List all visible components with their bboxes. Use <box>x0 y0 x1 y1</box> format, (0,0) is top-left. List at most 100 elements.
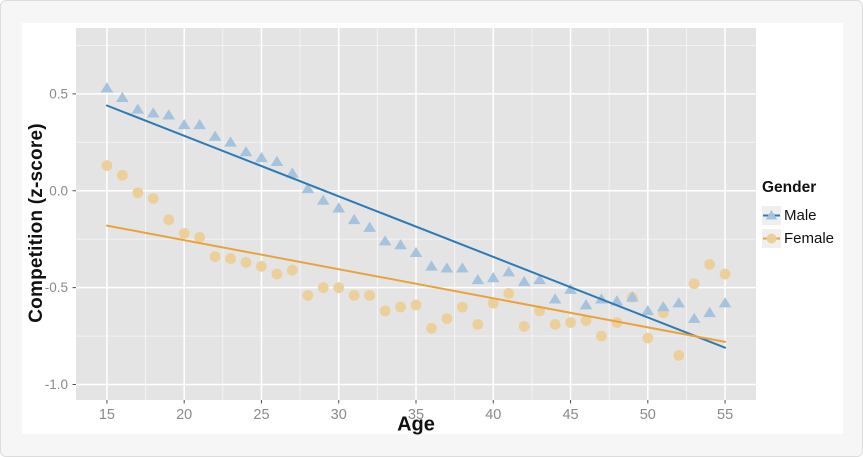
female-point <box>163 214 175 226</box>
female-point <box>333 282 345 294</box>
female-point <box>147 193 159 204</box>
female-point <box>116 169 128 181</box>
male-point <box>224 136 237 147</box>
y-tick-label: 0.0 <box>49 183 68 198</box>
female-point <box>580 315 592 326</box>
female-point <box>518 320 530 332</box>
female-point <box>472 319 484 330</box>
y-axis-title: Competition (z-score) <box>26 123 47 323</box>
female-point <box>441 313 453 325</box>
female-point <box>194 231 206 243</box>
female-point <box>256 260 267 272</box>
female-point <box>487 297 499 309</box>
male-point <box>116 91 129 103</box>
male-point <box>347 213 361 225</box>
female-point <box>704 258 716 270</box>
female-point <box>642 332 654 344</box>
female-trend-line <box>105 224 727 343</box>
male-point <box>146 107 160 118</box>
male-point <box>162 109 176 120</box>
female-point <box>240 257 252 268</box>
female-point <box>286 264 298 276</box>
male-point <box>409 246 423 258</box>
female-point <box>426 322 437 334</box>
male-point <box>332 202 346 213</box>
female-point <box>364 289 376 301</box>
male-point <box>703 306 716 318</box>
legend-title: Gender <box>762 179 817 196</box>
female-point <box>410 299 422 311</box>
male-point <box>255 151 268 163</box>
male-point <box>564 283 577 294</box>
legend-item-male: Male <box>762 204 834 227</box>
male-point <box>363 221 376 232</box>
male-point <box>471 273 485 285</box>
female-point <box>395 301 406 313</box>
male-point <box>672 297 686 308</box>
male-point <box>718 297 732 308</box>
male-point <box>270 155 284 166</box>
female-point <box>565 317 576 328</box>
male-point <box>193 118 206 130</box>
x-tick-label: 35 <box>408 407 424 423</box>
male-point <box>378 235 392 246</box>
female-point <box>348 289 360 301</box>
x-tick-label: 50 <box>640 407 656 423</box>
y-tick-label: 0.5 <box>49 86 68 101</box>
x-tick-label: 55 <box>717 407 733 423</box>
legend-label-male: Male <box>784 207 817 224</box>
female-point <box>503 288 515 299</box>
female-point <box>302 289 314 301</box>
male-legend-key-icon <box>762 206 781 225</box>
x-tick-label: 15 <box>99 407 115 423</box>
female-point <box>132 187 144 199</box>
male-point <box>239 146 253 157</box>
x-tick-label: 40 <box>485 407 501 423</box>
male-point <box>610 295 624 306</box>
legend: Gender Male Female <box>762 179 834 250</box>
male-point <box>641 304 655 316</box>
y-tick-label: -0.5 <box>45 280 68 295</box>
female-point <box>596 330 607 342</box>
male-point <box>425 260 438 271</box>
male-point <box>456 262 469 273</box>
male-point <box>687 312 701 323</box>
x-tick-label: 30 <box>331 407 347 423</box>
male-key-glyph <box>763 210 780 220</box>
female-point <box>317 282 329 294</box>
male-point <box>301 182 315 194</box>
x-axis-title: Age <box>397 413 435 436</box>
female-point <box>271 268 283 280</box>
male-point <box>316 194 330 205</box>
x-tick-label: 20 <box>176 407 192 423</box>
male-point <box>517 275 531 287</box>
male-point <box>208 130 222 141</box>
x-tick-label: 25 <box>253 407 269 423</box>
male-point <box>394 239 407 250</box>
legend-label-female: Female <box>784 230 835 247</box>
male-point <box>656 301 670 312</box>
male-point <box>286 167 299 178</box>
female-point <box>549 319 561 330</box>
y-tick-label: -1.0 <box>45 377 68 392</box>
female-point <box>178 227 190 239</box>
male-point <box>486 272 500 283</box>
male-point <box>131 103 145 114</box>
female-point <box>379 305 391 317</box>
male-point <box>548 293 562 304</box>
male-point <box>440 262 454 273</box>
female-point <box>688 278 700 290</box>
female-key-glyph <box>763 233 780 244</box>
female-point <box>673 350 685 361</box>
female-legend-key-icon <box>762 229 781 248</box>
female-point <box>225 253 236 264</box>
female-point <box>101 160 113 171</box>
male-point <box>502 266 516 277</box>
x-tick-label: 45 <box>562 407 578 423</box>
female-point <box>456 301 468 313</box>
male-point <box>100 82 114 93</box>
male-point <box>533 273 546 285</box>
female-point <box>209 251 221 263</box>
